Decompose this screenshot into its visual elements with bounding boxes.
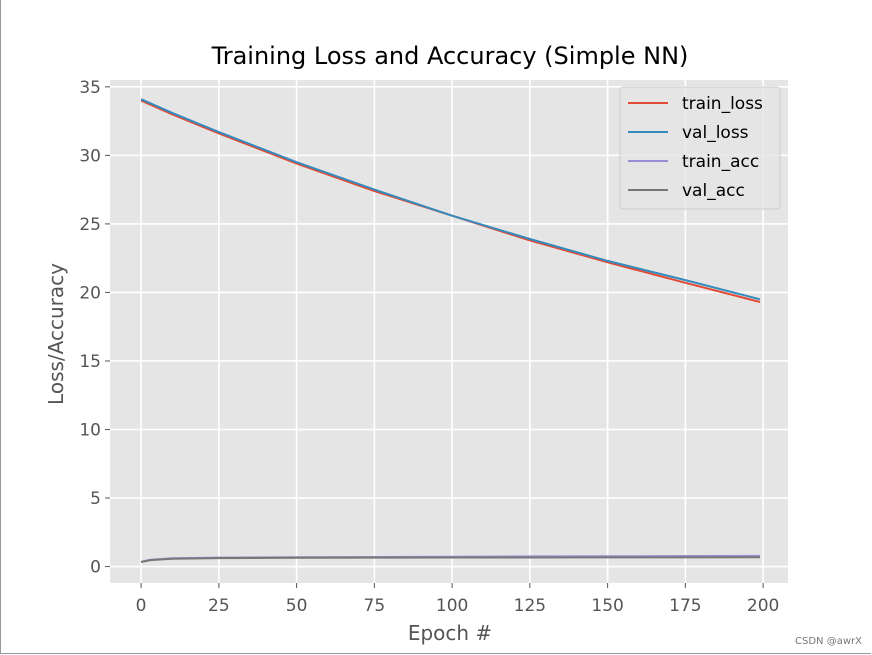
y-tick-label: 10 xyxy=(79,420,101,440)
chart-title: Training Loss and Accuracy (Simple NN) xyxy=(211,42,689,70)
y-tick-label: 5 xyxy=(90,489,101,509)
series-line-val-acc xyxy=(140,556,761,563)
series-lines xyxy=(140,98,761,563)
x-tick-label: 75 xyxy=(364,596,386,616)
legend-label-val-loss: val_loss xyxy=(682,123,749,143)
x-tick-label: 200 xyxy=(747,596,779,616)
y-axis-label: Loss/Accuracy xyxy=(44,263,68,405)
x-axis-ticks: 0 25 50 75 100 125 150 175 200 xyxy=(136,583,779,616)
y-tick-label: 20 xyxy=(79,283,101,303)
legend-label-val-acc: val_acc xyxy=(682,181,745,201)
legend-label-train-loss: train_loss xyxy=(682,94,763,114)
watermark-text: CSDN @awrX xyxy=(795,636,862,647)
y-tick-label: 35 xyxy=(79,78,101,98)
y-axis-ticks: 0 5 10 15 20 25 30 35 xyxy=(79,78,110,578)
legend: train_loss val_loss train_acc val_acc xyxy=(619,86,781,210)
x-tick-label: 0 xyxy=(136,596,147,616)
grid-lines xyxy=(110,80,788,583)
series-line-val-loss xyxy=(140,98,761,301)
y-tick-label: 25 xyxy=(79,215,101,235)
y-tick-label: 0 xyxy=(90,558,101,578)
legend-label-train-acc: train_acc xyxy=(682,152,759,172)
x-tick-label: 150 xyxy=(591,596,623,616)
x-tick-label: 25 xyxy=(208,596,230,616)
y-tick-label: 30 xyxy=(79,146,101,166)
x-tick-label: 175 xyxy=(669,596,701,616)
x-tick-label: 100 xyxy=(436,596,468,616)
x-tick-label: 50 xyxy=(286,596,308,616)
y-tick-label: 15 xyxy=(79,352,101,372)
x-axis-label: Epoch # xyxy=(408,621,492,645)
legend-box xyxy=(619,86,781,210)
x-tick-label: 125 xyxy=(514,596,546,616)
